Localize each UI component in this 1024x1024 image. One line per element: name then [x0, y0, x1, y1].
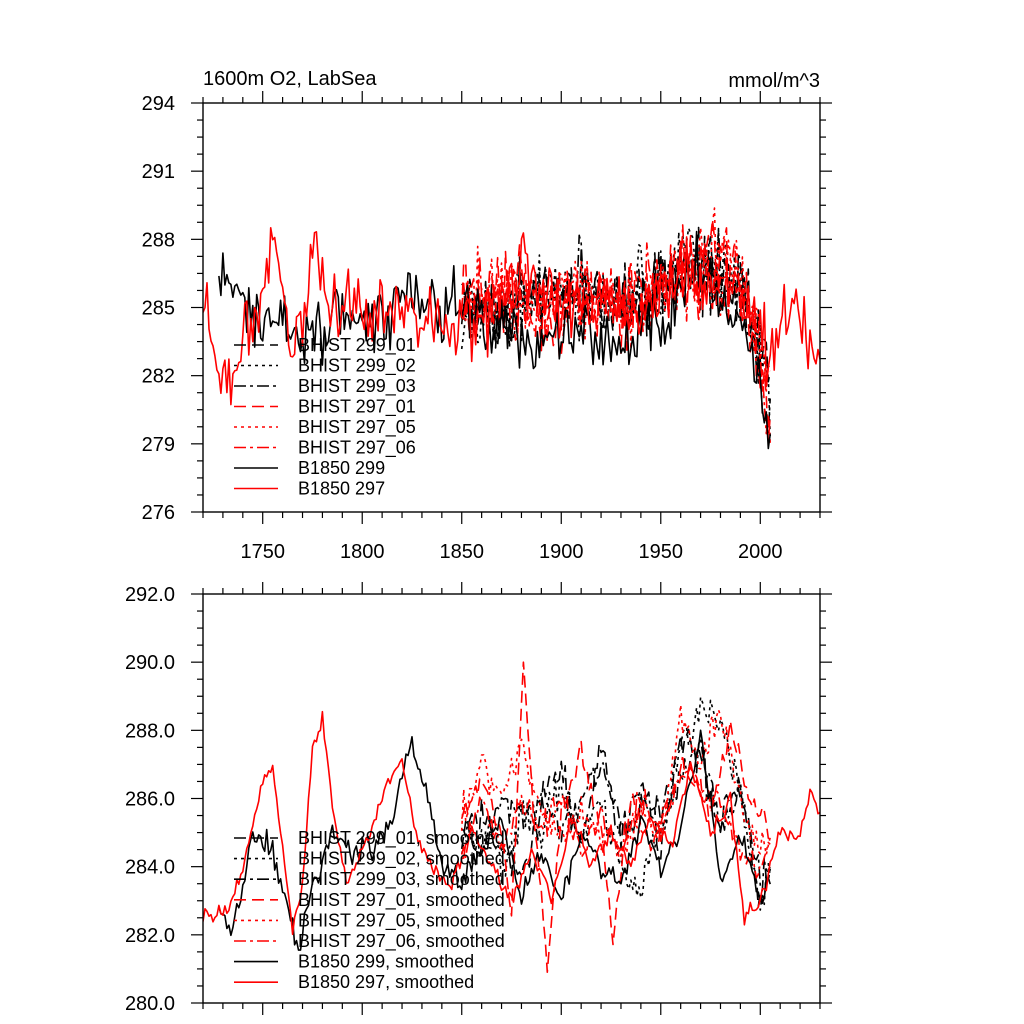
y-tick-label: 294 — [142, 93, 175, 115]
series-line-bhist-297-01-smoothed — [460, 661, 771, 973]
series-line-bhist-297-05-smoothed — [460, 704, 771, 859]
legend-label: BHIST 299_03 — [298, 376, 416, 397]
chart-top-title: 1600m O2, LabSea — [203, 68, 377, 90]
legend-label: BHIST 297_06 — [298, 438, 416, 459]
series-line-bhist-297-01 — [460, 219, 771, 442]
x-tick-label: 1800 — [340, 541, 385, 563]
x-tick-label: 1950 — [639, 541, 684, 563]
y-tick-label: 276 — [142, 502, 175, 524]
y-tick-label: 292.0 — [125, 584, 175, 606]
series-line-b1850-297 — [203, 227, 820, 406]
y-tick-label: 285 — [142, 298, 175, 320]
y-tick-label: 288 — [142, 229, 175, 251]
series-line-bhist-299-01 — [460, 226, 771, 383]
legend-label: B1850 297, smoothed — [298, 972, 474, 992]
chart-top-panel: 1600m O2, LabSea mmol/m^3 1750 1800 1850 19… — [142, 68, 832, 563]
legend-label: B1850 297 — [298, 479, 385, 499]
y-tick-label: 282.0 — [125, 925, 175, 947]
x-tick-label: 2000 — [738, 541, 783, 563]
legend-label: BHIST 299_02, smoothed — [298, 849, 505, 870]
legend-label: BHIST 299_02 — [298, 356, 416, 377]
series-line-b1850-299-smoothed — [218, 729, 771, 951]
y-tick-label: 286.0 — [125, 789, 175, 811]
legend-label: BHIST 297_05, smoothed — [298, 910, 505, 931]
legend-label: BHIST 297_06, smoothed — [298, 931, 505, 952]
legend-label: BHIST 297_01, smoothed — [298, 890, 505, 911]
y-tick-label: 291 — [142, 161, 175, 183]
y-tick-label: 279 — [142, 434, 175, 456]
series-line-bhist-297-05 — [460, 207, 771, 392]
y-tick-label: 290.0 — [125, 652, 175, 674]
chart-bottom-panel: 280.0 282.0 284.0 286.0 288.0 290.0 292.0 BHIST… — [125, 582, 832, 1015]
series-line-b1850-299 — [218, 230, 771, 450]
legend-label: B1850 299, smoothed — [298, 952, 474, 972]
legend-label: B1850 299 — [298, 458, 385, 478]
legend-label: BHIST 299_01, smoothed — [298, 828, 505, 849]
x-tick-label: 1900 — [539, 541, 584, 563]
legend-label: BHIST 299_03, smoothed — [298, 869, 505, 890]
y-tick-label: 284.0 — [125, 857, 175, 879]
y-tick-label: 282 — [142, 366, 175, 388]
y-tick-label: 280.0 — [125, 993, 175, 1015]
legend-label: BHIST 297_05 — [298, 417, 416, 438]
legend-label: BHIST 297_01 — [298, 397, 416, 418]
x-tick-label: 1850 — [439, 541, 484, 563]
series-line-b1850-297-smoothed — [203, 710, 820, 936]
y-tick-label: 288.0 — [125, 720, 175, 742]
legend-label: BHIST 299_01 — [298, 335, 416, 356]
chart-top-units: mmol/m^3 — [728, 70, 820, 92]
x-tick-label: 1750 — [240, 541, 285, 563]
series-line-bhist-297-06-smoothed — [460, 754, 771, 879]
series-line-bhist-299-02-smoothed — [460, 696, 771, 911]
series-line-bhist-299-03-smoothed — [461, 736, 771, 892]
